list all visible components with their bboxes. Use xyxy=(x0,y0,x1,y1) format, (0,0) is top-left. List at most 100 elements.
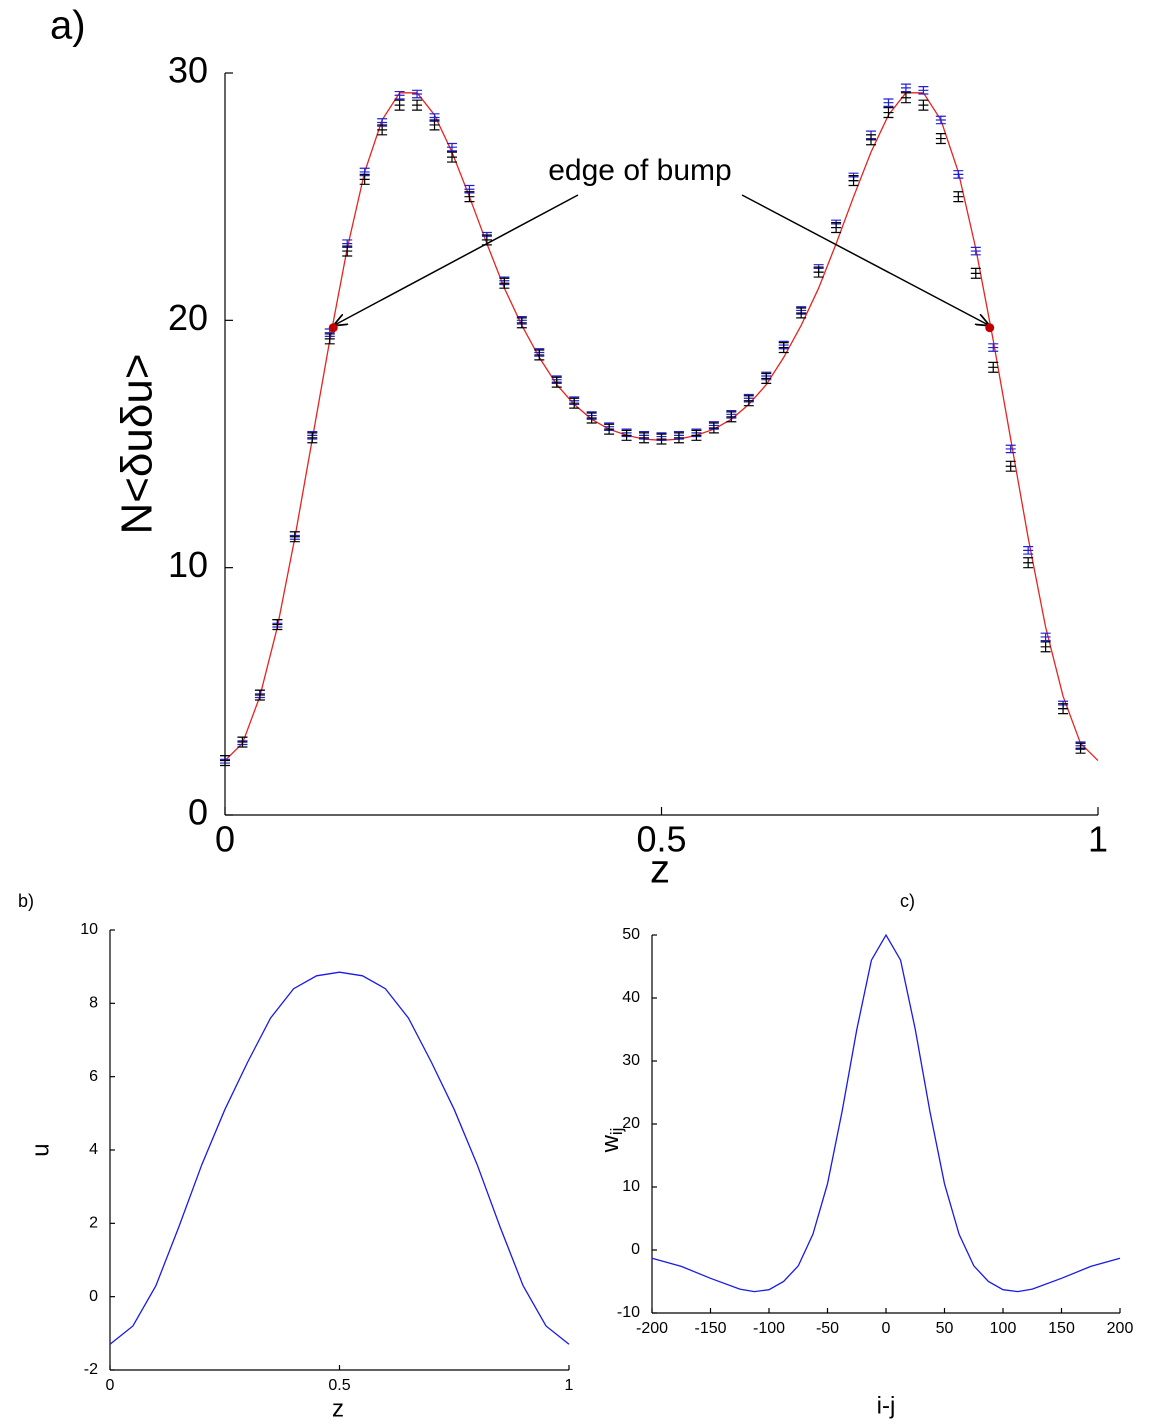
chart-panel: a) 0 10 20 30 0 0.5 1 N<δuδu> z edge of bump xyxy=(50,4,1108,892)
error-bar xyxy=(883,107,894,119)
y-axis-label: N<δuδu> xyxy=(113,353,162,534)
annotation-arrow xyxy=(333,194,579,326)
error-bar xyxy=(726,411,737,423)
error-bar xyxy=(272,619,283,631)
error-bar xyxy=(935,115,946,125)
error-bar xyxy=(848,175,859,187)
y-tick-label: 10 xyxy=(622,1178,640,1195)
error-bar xyxy=(604,423,615,435)
error-bar xyxy=(743,395,754,407)
y-axis-label: wij xyxy=(597,1128,626,1154)
y-tick-label: 20 xyxy=(168,297,208,338)
error-bar xyxy=(412,89,423,99)
error-bar xyxy=(324,333,335,345)
x-tick-label: 1 xyxy=(565,1377,574,1394)
error-bar xyxy=(796,307,807,319)
y-tick-label: -2 xyxy=(84,1361,98,1378)
x-axis-label: z xyxy=(332,1395,344,1422)
x-axis-label: z xyxy=(650,848,670,892)
error-bar xyxy=(1005,444,1016,454)
error-bar xyxy=(464,191,475,203)
y-tick-label: 6 xyxy=(89,1068,98,1085)
error-bar xyxy=(499,277,510,289)
error-bar xyxy=(1040,632,1051,642)
x-tick-label: 0.5 xyxy=(328,1377,350,1394)
y-tick-label: 2 xyxy=(89,1215,98,1232)
error-bar xyxy=(831,222,842,234)
panel-label: a) xyxy=(50,4,86,48)
error-bar xyxy=(586,412,597,424)
error-bar xyxy=(813,266,824,278)
y-tick-label: 50 xyxy=(622,926,640,943)
error-bar xyxy=(307,432,318,444)
error-bar xyxy=(289,531,300,543)
error-bar xyxy=(953,170,964,179)
y-tick-label: 0 xyxy=(631,1241,640,1258)
panel-label: c) xyxy=(900,891,915,911)
error-bar xyxy=(516,317,527,329)
error-bar xyxy=(394,99,405,111)
error-bar xyxy=(1058,703,1069,715)
edge-point xyxy=(328,323,338,333)
error-bar xyxy=(883,98,894,107)
error-bar xyxy=(1005,460,1016,472)
y-tick-label: -10 xyxy=(617,1304,640,1321)
error-bar xyxy=(900,92,911,104)
x-tick-label: 100 xyxy=(990,1320,1017,1337)
error-bar xyxy=(953,191,964,203)
error-bar xyxy=(970,267,981,279)
y-tick-label: 20 xyxy=(622,1115,640,1132)
x-tick-label: 0 xyxy=(106,1377,115,1394)
error-bar xyxy=(1040,641,1051,653)
error-bar xyxy=(254,689,265,701)
error-bar xyxy=(1075,742,1086,754)
error-bar xyxy=(446,151,457,163)
y-tick-label: 4 xyxy=(89,1141,98,1158)
x-tick-label: -50 xyxy=(816,1320,839,1337)
error-bar xyxy=(429,119,440,131)
y-tick-label: 0 xyxy=(188,792,208,833)
error-bar xyxy=(970,246,981,256)
y-axis-label-main: w xyxy=(597,1134,624,1153)
error-bar xyxy=(446,142,457,152)
error-bar xyxy=(691,429,702,441)
annotation-text: edge of bump xyxy=(548,154,731,187)
y-tick-label: 0 xyxy=(89,1288,98,1305)
error-bar xyxy=(866,134,877,146)
error-bar xyxy=(639,432,650,444)
x-tick-label: -100 xyxy=(753,1320,785,1337)
error-bar xyxy=(918,99,929,111)
x-tick-label: 0 xyxy=(215,819,235,860)
panel-label: b) xyxy=(18,891,34,911)
y-axis-label: u xyxy=(27,1143,54,1156)
error-bar xyxy=(394,90,405,100)
error-bar xyxy=(988,343,999,352)
error-bar xyxy=(1023,546,1034,555)
y-axis-label-subscript: ij xyxy=(607,1128,626,1135)
error-bar xyxy=(621,429,632,441)
error-bar xyxy=(708,422,719,434)
y-tick-label: 8 xyxy=(89,995,98,1012)
error-bar xyxy=(220,755,230,767)
error-bar xyxy=(656,433,667,445)
error-bar xyxy=(342,245,353,257)
y-tick-label: 10 xyxy=(168,544,208,585)
x-tick-label: -200 xyxy=(636,1320,668,1337)
error-bar xyxy=(551,376,562,388)
x-tick-label: 50 xyxy=(936,1320,954,1337)
x-tick-label: 1 xyxy=(1088,819,1108,860)
error-bar xyxy=(481,234,492,246)
error-bar xyxy=(412,99,423,111)
error-bar xyxy=(377,124,388,136)
y-tick-label: 10 xyxy=(80,921,98,938)
error-bar xyxy=(761,372,772,385)
error-bar xyxy=(1023,557,1034,569)
y-tick-label: 40 xyxy=(622,989,640,1006)
error-bar xyxy=(918,86,929,95)
x-tick-label: 0 xyxy=(882,1320,891,1337)
y-tick-label: 30 xyxy=(168,50,208,91)
x-tick-label: 200 xyxy=(1107,1320,1134,1337)
x-tick-label: 0.5 xyxy=(636,819,686,860)
error-bar xyxy=(935,132,946,145)
